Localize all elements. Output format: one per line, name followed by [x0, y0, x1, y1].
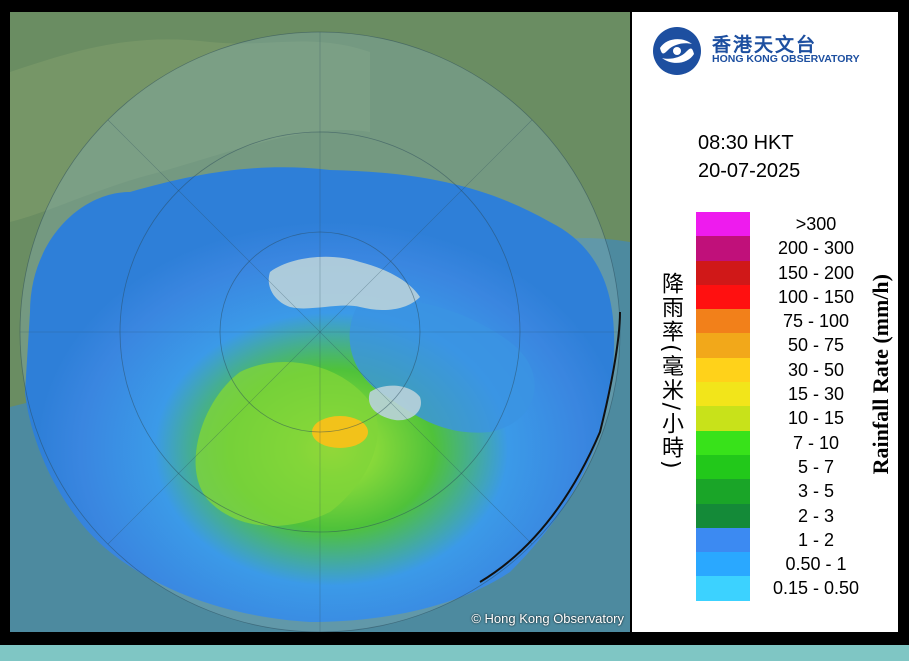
legend-label: 1 - 2 — [797, 529, 835, 550]
legend-labels: >300 200 - 300 150 - 200 100 - 150 75 - 100 5… — [756, 212, 876, 601]
legend-swatch — [696, 309, 750, 334]
legend-label: 50 - 75 — [787, 335, 845, 356]
bottom-bar — [0, 645, 909, 661]
legend-swatch — [696, 236, 750, 261]
legend-label: 0.50 - 1 — [785, 554, 847, 575]
radar-map-graphic — [10, 12, 630, 632]
legend-swatch — [696, 503, 750, 528]
legend-title-english: Rainfall Rate (mm/h) — [868, 274, 893, 475]
legend-swatch — [696, 357, 750, 383]
hong-kong-landmass — [268, 256, 420, 310]
legend-swatch — [696, 454, 750, 480]
legend-label: >300 — [795, 214, 837, 234]
legend-label: 7 - 10 — [792, 432, 840, 453]
legend-swatch — [696, 212, 750, 237]
legend-label: 0.15 - 0.50 — [772, 578, 860, 599]
timestamp-date: 20-07-2025 — [698, 160, 801, 182]
legend-swatch — [696, 552, 750, 577]
coastline — [479, 311, 621, 583]
legend-label: 10 - 15 — [787, 408, 845, 429]
legend-swatch — [696, 527, 750, 553]
legend-label: 30 - 50 — [787, 359, 845, 380]
hko-logo: 香港天文台 HONG KONG OBSERVATORY — [652, 26, 892, 76]
legend-swatch — [696, 284, 750, 310]
legend-color-scale — [696, 212, 750, 601]
legend-swatch — [696, 260, 750, 285]
legend-swatch — [696, 576, 750, 601]
legend-swatch — [696, 479, 750, 504]
legend-swatch — [696, 430, 750, 455]
legend-label: 3 - 5 — [797, 481, 835, 502]
legend-label: 75 - 100 — [782, 311, 850, 332]
legend-label: 150 - 200 — [777, 262, 855, 283]
legend-swatch — [696, 382, 750, 407]
heavy-rain-core — [312, 416, 368, 448]
timestamp-time: 08:30 HKT — [698, 132, 794, 154]
legend-label: 2 - 3 — [797, 505, 835, 526]
legend-swatch — [696, 333, 750, 358]
legend-label: 100 - 150 — [777, 286, 855, 307]
legend-swatch — [696, 406, 750, 431]
logo-english-text: HONG KONG OBSERVATORY — [712, 53, 860, 65]
logo-chinese-text: 香港天文台 — [712, 34, 818, 56]
hko-logo-icon — [653, 27, 701, 75]
legend-label: 15 - 30 — [787, 384, 845, 405]
copyright-text: © Hong Kong Observatory — [471, 611, 624, 626]
legend-panel: 香港天文台 HONG KONG OBSERVATORY 08:30 HKT 20… — [632, 12, 898, 632]
legend-title-chinese: 降雨率(毫米/小時) — [658, 272, 683, 471]
radar-map: © Hong Kong Observatory — [10, 12, 630, 632]
legend-label: 200 - 300 — [777, 238, 855, 259]
legend-label: 5 - 7 — [797, 456, 835, 477]
